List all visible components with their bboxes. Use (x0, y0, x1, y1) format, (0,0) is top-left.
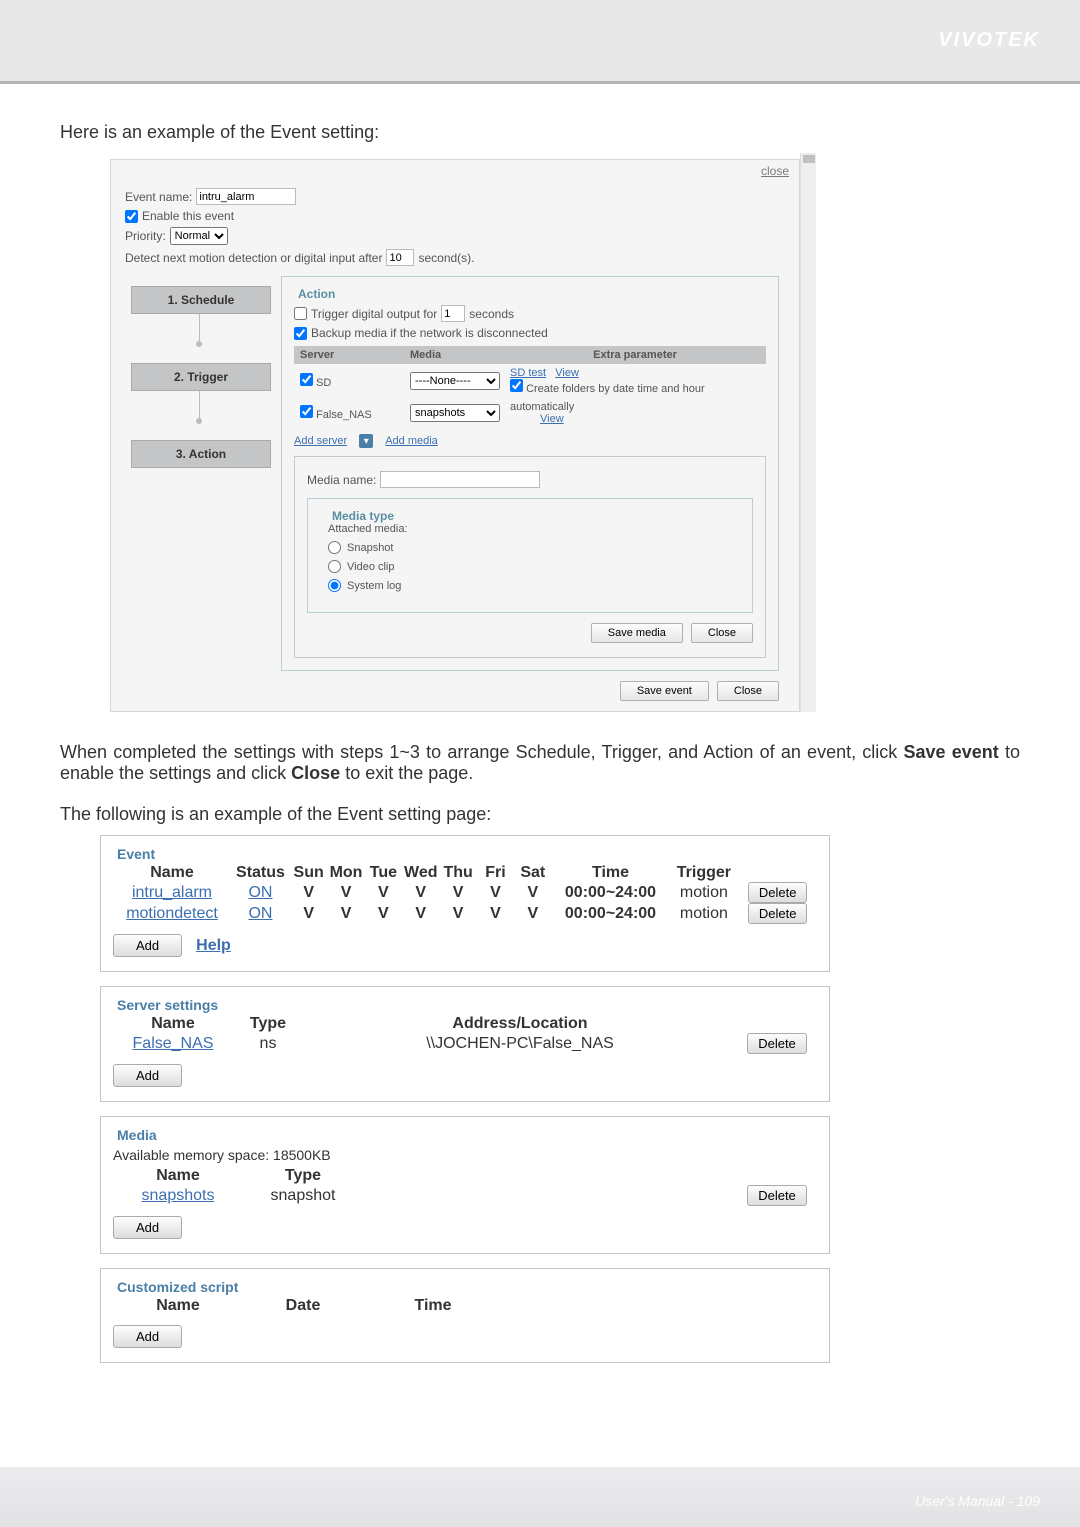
help-link[interactable]: Help (196, 937, 231, 955)
attached-label: Attached media: (328, 523, 740, 535)
event-status-link[interactable]: ON (248, 884, 272, 901)
media-inner-box: Media name: Media type Attached media: S… (294, 456, 766, 658)
trigger-do-value[interactable] (441, 305, 465, 322)
event-delete-button[interactable]: Delete (748, 882, 808, 903)
event-name-link[interactable]: intru_alarm (132, 884, 212, 901)
action-row-sd: SD ----None---- SD test View Create fold… (294, 364, 766, 398)
server-delete-button[interactable]: Delete (747, 1033, 807, 1054)
event-name-label: Event name: (125, 190, 192, 204)
action-row-nas: False_NAS snapshots automatically View (294, 398, 766, 428)
step-2[interactable]: 2. Trigger (131, 363, 271, 391)
brand-label: VIVOTEK (938, 29, 1040, 52)
event-table-header: Name Status Sun Mon Tue Wed Thu Fri Sat … (113, 864, 817, 882)
hdr-server: Server (294, 346, 404, 364)
backup-label: Backup media if the network is disconnec… (311, 326, 548, 340)
sd-checkbox[interactable] (300, 373, 313, 386)
close-event-button[interactable]: Close (717, 681, 779, 701)
action-legend: Action (294, 287, 339, 301)
event-row: motiondetectONVVVVVVV00:00~24:00motionDe… (113, 903, 817, 924)
sd-media-select[interactable]: ----None---- (410, 372, 500, 390)
media-table-header: Name Type (113, 1167, 817, 1185)
add-server-icon[interactable]: ▾ (359, 434, 373, 448)
radio-videoclip[interactable] (328, 560, 341, 573)
enable-event-label: Enable this event (142, 209, 234, 223)
server-settings-fieldset: Server settings Name Type Address/Locati… (100, 986, 830, 1102)
media-name-label: Media name: (307, 473, 376, 487)
event-add-button[interactable]: Add (113, 934, 182, 957)
server-add-button[interactable]: Add (113, 1064, 182, 1087)
dialog-scrollbar[interactable] (800, 153, 816, 712)
step-1[interactable]: 1. Schedule (131, 286, 271, 314)
intro-text-3: The following is an example of the Event… (60, 804, 1020, 825)
header-band: VIVOTEK (0, 0, 1080, 84)
event-dialog: close Event name: Enable this event Prio… (110, 159, 800, 712)
event-status-link[interactable]: ON (248, 905, 272, 922)
priority-select[interactable]: Normal (170, 227, 228, 245)
script-add-button[interactable]: Add (113, 1325, 182, 1348)
action-fieldset: Action Trigger digital output for second… (281, 276, 779, 671)
script-fieldset: Customized script Name Date Time Add (100, 1268, 830, 1363)
add-server-link[interactable]: Add server (294, 435, 347, 447)
save-event-button[interactable]: Save event (620, 681, 709, 701)
event-legend: Event (113, 846, 159, 862)
media-delete-button[interactable]: Delete (747, 1185, 807, 1206)
media-row: snapshotssnapshotDelete (113, 1185, 817, 1206)
media-name-input[interactable] (380, 471, 540, 488)
intro-text-2: When completed the settings with steps 1… (60, 742, 1020, 784)
footer-text: User's Manual - 109 (915, 1493, 1040, 1509)
detect-label-a: Detect next motion detection or digital … (125, 251, 382, 265)
trigger-do-checkbox[interactable] (294, 307, 307, 320)
media-legend: Media (113, 1127, 161, 1143)
hdr-extra: Extra parameter (504, 346, 766, 364)
save-media-button[interactable]: Save media (591, 623, 683, 643)
media-name-link[interactable]: snapshots (142, 1187, 215, 1204)
trigger-do-label-a: Trigger digital output for (311, 307, 437, 321)
dialog-close-link[interactable]: close (761, 164, 789, 178)
create-folders-label: Create folders by date time and hour (526, 383, 705, 395)
event-name-input[interactable] (196, 188, 296, 205)
radio-snapshot[interactable] (328, 541, 341, 554)
detect-label-b: second(s). (418, 251, 474, 265)
radio-systemlog[interactable] (328, 579, 341, 592)
hdr-media: Media (404, 346, 504, 364)
server-table-header: Name Type Address/Location (113, 1015, 817, 1033)
close-media-button[interactable]: Close (691, 623, 753, 643)
memory-note: Available memory space: 18500KB (113, 1147, 817, 1163)
script-table-header: Name Date Time (113, 1297, 817, 1315)
auto-label: automatically (510, 401, 574, 413)
enable-event-checkbox[interactable] (125, 210, 138, 223)
nas-view-link[interactable]: View (540, 413, 564, 425)
script-legend: Customized script (113, 1279, 242, 1295)
nas-media-select[interactable]: snapshots (410, 404, 500, 422)
media-fieldset: Media Available memory space: 18500KB Na… (100, 1116, 830, 1254)
media-type-fieldset: Media type Attached media: Snapshot Vide… (307, 498, 753, 613)
sd-test-link[interactable]: SD test (510, 367, 546, 379)
priority-label: Priority: (125, 229, 166, 243)
action-table: Server Media Extra parameter SD ----None… (294, 346, 766, 428)
sd-view-link[interactable]: View (555, 367, 579, 379)
event-delete-button[interactable]: Delete (748, 903, 808, 924)
step-3[interactable]: 3. Action (131, 440, 271, 468)
media-type-legend: Media type (328, 509, 398, 523)
backup-checkbox[interactable] (294, 327, 307, 340)
server-row: False_NASns\\JOCHEN-PC\False_NASDelete (113, 1033, 817, 1054)
detect-value-input[interactable] (386, 249, 414, 266)
server-legend: Server settings (113, 997, 222, 1013)
trigger-do-label-b: seconds (469, 307, 514, 321)
event-name-link[interactable]: motiondetect (126, 905, 218, 922)
event-row: intru_alarmONVVVVVVV00:00~24:00motionDel… (113, 882, 817, 903)
event-list-fieldset: Event Name Status Sun Mon Tue Wed Thu Fr… (100, 835, 830, 972)
add-media-link[interactable]: Add media (385, 435, 438, 447)
server-name-link[interactable]: False_NAS (133, 1035, 214, 1052)
intro-text-1: Here is an example of the Event setting: (60, 122, 1020, 143)
media-add-button[interactable]: Add (113, 1216, 182, 1239)
nas-checkbox[interactable] (300, 405, 313, 418)
create-folders-checkbox[interactable] (510, 379, 523, 392)
